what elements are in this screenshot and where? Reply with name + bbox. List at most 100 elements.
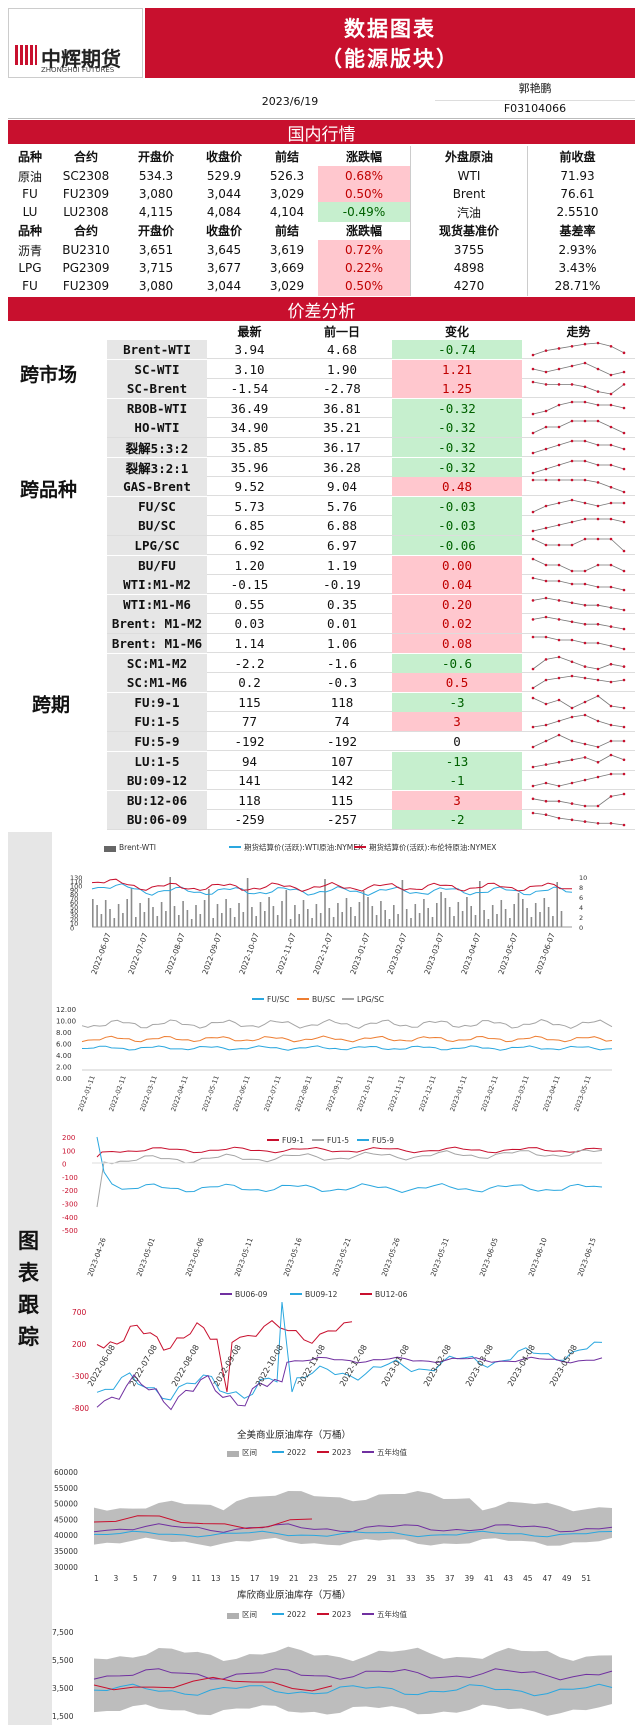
bar-brent-wti [298, 914, 300, 927]
bar-brent-wti [517, 893, 520, 927]
trend-sparkline [531, 772, 626, 788]
cell: 4,104 [269, 205, 305, 219]
trend-point [583, 569, 587, 572]
y-tick-right: 2 [579, 914, 583, 922]
trend-point [622, 726, 626, 729]
spread-name: HO-WTI [107, 418, 207, 438]
logo-cn: 中辉期货 [41, 47, 121, 71]
trend-point [531, 478, 535, 482]
spread-change: 3 [392, 790, 522, 810]
x-tick: 2022-11-07 [274, 931, 297, 975]
spread-latest: 0.55 [234, 596, 265, 612]
spread-name: LU:1-5 [107, 751, 207, 771]
bar-brent-wti [431, 917, 434, 927]
cell: 2.5510 [527, 202, 627, 222]
bar-brent-wti [440, 892, 442, 927]
trend-point [609, 794, 613, 798]
y-tick-left: 20 [70, 916, 78, 924]
spread-name: SC-Brent [107, 379, 207, 399]
trend-point [544, 813, 548, 817]
trend-point [570, 364, 574, 367]
cell: FU [22, 279, 38, 293]
trend-point [557, 543, 561, 547]
trend-point [596, 420, 600, 423]
x-tick: 13 [211, 1574, 221, 1583]
spread-prev: 35.21 [323, 420, 361, 436]
spread-name: BU/FU [107, 555, 207, 575]
trend-point [583, 385, 587, 389]
y-tick-left: 10 [70, 920, 78, 928]
trend-point [557, 443, 561, 447]
spread-name: SC:M1-M6 [107, 673, 207, 693]
trend-line [532, 460, 625, 473]
spread-row: Brent: M1-M6 1.14 1.06 0.08 [107, 634, 635, 654]
bar-brent-wti [212, 918, 214, 927]
line-bu09-12 [96, 1301, 603, 1401]
spread-latest: 1.20 [234, 557, 265, 573]
trend-line [532, 362, 625, 376]
spread-prev: 0.35 [326, 596, 358, 612]
trend-point [557, 524, 561, 527]
trend-point [609, 563, 613, 566]
x-tick: 39 [465, 1574, 475, 1583]
trend-point [570, 638, 574, 642]
trend-line [533, 636, 625, 650]
spread-prev: -257 [326, 812, 358, 828]
trend-point [622, 569, 626, 572]
y-tick: 55000 [54, 1484, 78, 1493]
trend-sparkline [531, 518, 626, 533]
trend-point [622, 706, 626, 710]
trend-point [531, 367, 535, 370]
trend-point [596, 694, 600, 698]
trend-point [609, 403, 613, 407]
spread-latest: -192 [234, 734, 265, 749]
bar-brent-wti [324, 879, 326, 927]
trend-sparkline [531, 655, 626, 670]
spread-row: HO-WTI 34.90 35.21 -0.32 [107, 418, 635, 438]
spread-name: 裂解3:2:1 [107, 457, 207, 477]
trend-point [531, 598, 535, 602]
legend-swatch [297, 998, 309, 1000]
x-tick: 2022-05-11 [200, 1074, 220, 1112]
trend-point [583, 755, 587, 759]
spread-row: SC-WTI 3.10 1.90 1.21 [107, 359, 635, 379]
logo-mark-icon [15, 45, 37, 65]
spread-prev: 1.90 [326, 361, 358, 377]
cell: 71.93 [527, 166, 627, 186]
trend-point [622, 370, 626, 373]
trend-point [622, 628, 626, 631]
legend-label: 期货结算价(活跃):WTI原油:NYMEX [244, 842, 363, 852]
y-tick: -100 [62, 1174, 78, 1182]
x-tick: 2023-06-07 [533, 931, 556, 975]
spread-prev: 6.88 [326, 518, 358, 534]
x-tick: 2023-05-26 [380, 1236, 402, 1277]
trend-point [531, 812, 535, 815]
tracking-sidebar [8, 832, 52, 1725]
spread-name: Brent: M1-M6 [107, 634, 207, 653]
cell: 3,645 [206, 243, 242, 257]
bar-brent-wti [268, 897, 270, 927]
spread-prev: 36.28 [323, 459, 361, 475]
trend-point [609, 443, 613, 447]
x-tick: 2022-12-11 [417, 1074, 437, 1112]
header-cell: 合约 [73, 149, 98, 164]
trend-line [532, 538, 625, 552]
x-tick: 2022-09-11 [324, 1074, 344, 1112]
legend-label: FU9-1 [282, 1136, 304, 1145]
bar-brent-wti [500, 900, 503, 927]
legend-swatch [220, 1293, 232, 1295]
trend-point [583, 623, 587, 626]
bar-brent-wti [225, 899, 227, 927]
cell: 529.9 [206, 169, 242, 183]
col-prev: 前一日 [323, 324, 360, 339]
y-tick-left: 90 [70, 887, 78, 895]
trend-point [622, 588, 626, 592]
trend-line [532, 381, 625, 395]
trend-point [570, 582, 574, 586]
trend-point [583, 742, 587, 746]
x-tick: 2022-07-11 [262, 1074, 282, 1112]
legend-swatch [104, 846, 116, 852]
header-cell: 现货基准价 [410, 220, 527, 240]
bar-brent-wti [509, 918, 511, 927]
trend-point [596, 390, 600, 394]
